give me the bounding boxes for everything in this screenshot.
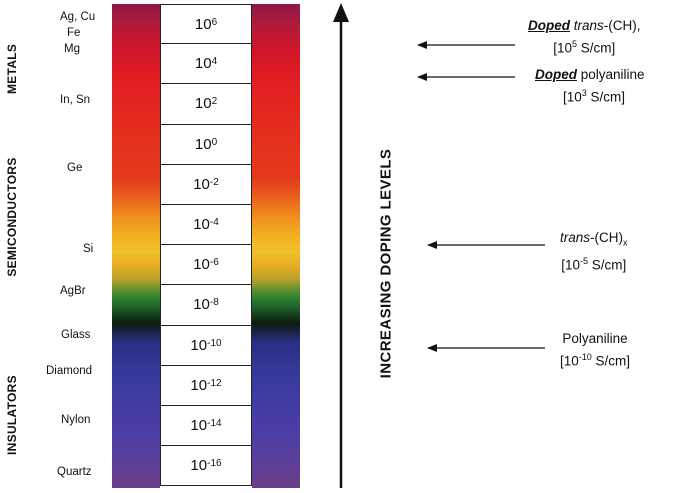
scale-cell: 10 2 <box>160 84 252 125</box>
annotation-trans: trans-(CH)x [10-5 S/cm] <box>560 230 628 273</box>
conductivity-color-strip-right <box>252 4 300 488</box>
material-in-sn: In, Sn <box>60 94 91 106</box>
doping-axis-arrowhead <box>333 3 349 22</box>
material-ge: Ge <box>67 162 83 174</box>
scale-cell: 10 -12 <box>160 365 252 406</box>
scale-cell: 10 -6 <box>160 245 252 286</box>
material-quartz: Quartz <box>57 466 92 478</box>
material-glass: Glass <box>61 329 91 341</box>
scale-cell: 10 -2 <box>160 164 252 205</box>
material-si: Si <box>83 243 94 255</box>
material-diamond: Diamond <box>46 365 93 377</box>
material-ag-cu: Ag, Cu <box>60 11 96 23</box>
material-nylon: Nylon <box>61 414 91 426</box>
doping-axis-label: INCREASING DOPING LEVELS <box>377 148 395 379</box>
scale-cell: 10 -10 <box>160 325 252 366</box>
scale-cell: 10 0 <box>160 124 252 165</box>
conductivity-scale: 10 6 10 4 10 2 10 0 10 -2 10 -4 10 -6 10 -8 10 -1… <box>160 4 252 487</box>
scale-cell: 10 6 <box>160 4 252 45</box>
scale-cell: 10 -8 <box>160 285 252 326</box>
annotation-pani: Polyaniline [10-10 S/cm] <box>560 331 631 369</box>
scale-cell: 10 4 <box>160 44 252 85</box>
conductivity-color-strip-left <box>112 4 160 488</box>
material-agbr: AgBr <box>60 285 86 297</box>
scale-cell: 10 -4 <box>160 204 252 246</box>
material-fe: Fe <box>67 27 81 39</box>
annotation-doped-trans: Doped trans-(CH), [105 S/cm] <box>528 18 641 56</box>
scale-cell: 10 -16 <box>160 446 252 487</box>
scale-cell: 10 -14 <box>160 405 252 447</box>
annotation-doped-pani: Doped polyaniline [103 S/cm] <box>535 67 645 105</box>
material-mg: Mg <box>64 43 80 55</box>
